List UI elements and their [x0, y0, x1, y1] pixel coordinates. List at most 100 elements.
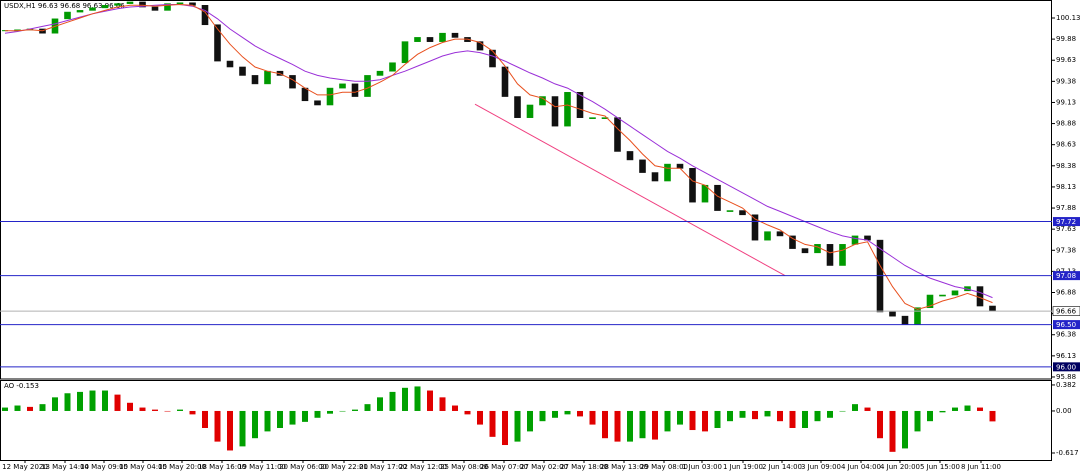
ao-bar	[164, 410, 171, 412]
ma-fast-line	[5, 3, 993, 310]
ao-bar	[589, 410, 596, 425]
chart-title: USDX,H1 96.63 96.68 96.63 96.66	[4, 2, 125, 10]
ao-bar	[152, 409, 158, 411]
ao-bar	[839, 410, 846, 412]
level-label-box	[1053, 320, 1080, 330]
ao-bar	[114, 394, 121, 411]
ao-bar	[877, 410, 883, 439]
ao-bar	[77, 391, 83, 411]
ao-bar	[52, 397, 58, 411]
ao-bar	[414, 386, 421, 411]
ao-bar	[189, 410, 196, 415]
ao-bar	[39, 404, 46, 411]
candle	[176, 2, 184, 5]
candle	[614, 117, 621, 152]
candle	[201, 5, 209, 26]
candle	[951, 290, 959, 296]
x-tick-label: 15 May 20:00	[158, 463, 206, 471]
candle	[989, 305, 996, 312]
ao-bar	[939, 410, 946, 413]
ao-bar	[177, 409, 183, 411]
ao-bar	[227, 410, 233, 451]
y-tick-label: 97.88	[1056, 204, 1076, 212]
candle	[651, 172, 659, 182]
ao-bar	[239, 410, 246, 447]
ao-bar	[452, 405, 458, 411]
ao-bar	[252, 410, 258, 439]
candle	[164, 3, 171, 11]
ao-bar	[289, 410, 296, 425]
candle	[639, 159, 646, 173]
ao-bar	[627, 410, 633, 442]
last-price-box	[1052, 306, 1080, 316]
candle	[851, 235, 859, 245]
candle	[226, 60, 234, 68]
x-tick-label: 27 May 02:00	[520, 463, 568, 471]
candle	[526, 104, 534, 118]
ao-bar	[327, 410, 333, 414]
candle	[251, 75, 259, 85]
candle	[764, 231, 771, 241]
ao-bar	[652, 410, 658, 440]
y-tick-label: 0.00	[1056, 407, 1072, 415]
y-tick-label: 97.63	[1056, 225, 1076, 233]
candle	[801, 248, 809, 254]
level-label: 97.72	[1056, 218, 1076, 226]
candle	[551, 96, 559, 127]
ao-bar	[102, 390, 108, 411]
candle	[626, 151, 634, 161]
ao-bar	[977, 407, 983, 411]
candle	[126, 1, 134, 4]
ao-bar	[477, 410, 483, 425]
ao-bar	[539, 410, 546, 422]
y-tick-label: 96.13	[1056, 352, 1076, 360]
candle	[826, 244, 834, 266]
candle	[326, 87, 334, 106]
ao-bar	[852, 404, 858, 411]
x-tick-label: 5 Jun 15:00	[920, 463, 960, 471]
ao-bar	[127, 402, 133, 411]
level-label-box	[1053, 217, 1080, 227]
candle	[476, 41, 484, 51]
x-tick-label: 4 Jun 04:00	[841, 463, 881, 471]
x-tick-label: 22 May 12:00	[399, 463, 447, 471]
ao-bar	[352, 409, 358, 411]
x-tick-label: 14 May 09:00	[80, 463, 128, 471]
candle	[351, 83, 359, 97]
ao-bar	[64, 393, 71, 411]
candle	[726, 210, 734, 212]
ao-bar	[514, 410, 521, 442]
ao-bar	[527, 410, 533, 432]
x-tick-label: 29 May 08:00	[640, 463, 688, 471]
trend-line	[474, 103, 786, 277]
x-tick-label: 27 May 18:00	[560, 463, 608, 471]
ao-panel-frame	[0, 380, 1052, 461]
ao-bar	[389, 391, 396, 411]
ao-bar	[202, 410, 208, 428]
candle	[339, 83, 346, 89]
x-tick-label: 3 Jun 09:00	[801, 463, 841, 471]
y-tick-label: 100.13	[1056, 14, 1080, 22]
ao-bar	[639, 410, 646, 439]
x-tick-label: 1 Jun 19:00	[723, 463, 763, 471]
x-tick-label: 15 May 04:00	[119, 463, 167, 471]
candle	[151, 6, 159, 11]
ao-bar	[677, 410, 683, 425]
candle	[576, 92, 584, 118]
ao-bar	[689, 410, 696, 431]
ao-bar	[502, 410, 508, 446]
ao-bar	[802, 410, 808, 428]
level-label: 96.50	[1056, 321, 1076, 329]
ao-bar	[139, 407, 146, 411]
candle	[514, 96, 521, 118]
ao-bar	[214, 410, 221, 442]
ao-bar	[789, 410, 796, 428]
ao-bar	[264, 410, 271, 432]
candle	[901, 315, 909, 325]
x-tick-label: 12 May 2020	[2, 463, 48, 471]
ao-bar	[302, 410, 308, 422]
ao-bar	[314, 410, 321, 418]
ao-bar	[464, 410, 471, 415]
ao-title: AO -0.153	[4, 382, 39, 390]
